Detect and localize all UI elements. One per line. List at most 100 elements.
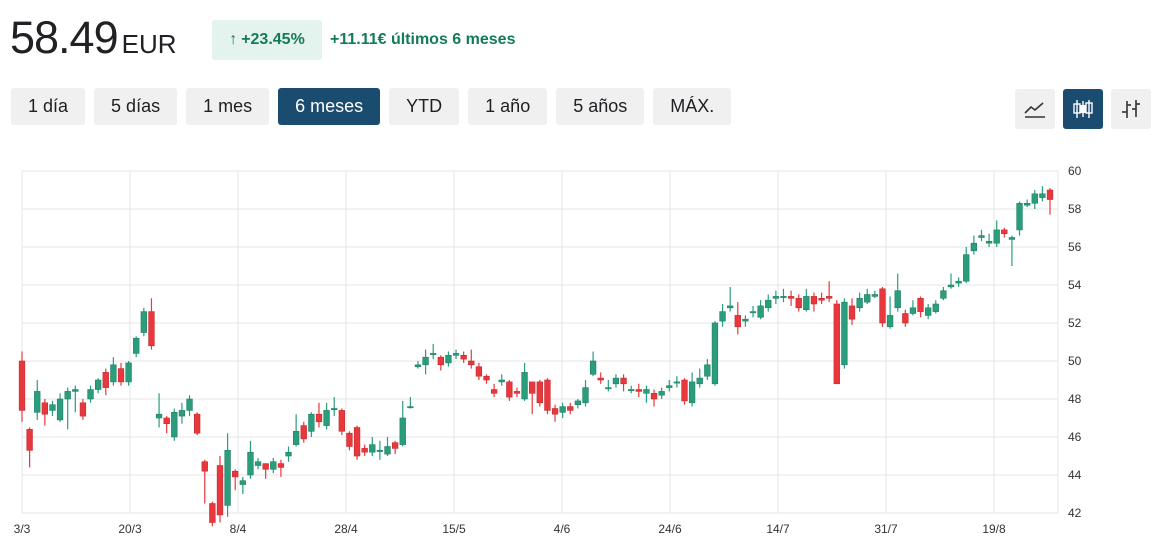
y-tick-label: 46 [1068, 430, 1082, 444]
candle-body [437, 356, 444, 366]
line-chart-button[interactable] [1015, 89, 1055, 129]
candle [650, 389, 658, 407]
x-tick-label: 3/3 [14, 522, 31, 536]
candle [26, 427, 33, 468]
candle-body [422, 356, 429, 366]
candle-body [856, 298, 863, 309]
x-tick-label: 14/7 [766, 522, 790, 536]
tab-max[interactable]: MÁX. [653, 88, 732, 125]
candle [970, 235, 978, 255]
candle-body [102, 372, 109, 388]
candle-body [841, 301, 848, 366]
candle [376, 440, 384, 460]
candle-body [171, 412, 178, 438]
candle-body [772, 296, 780, 299]
candle-body [376, 449, 384, 452]
candle-body [254, 461, 262, 466]
tab-1-ano[interactable]: 1 año [468, 88, 548, 125]
candle [582, 380, 589, 407]
candle [688, 372, 696, 407]
candle-body [833, 303, 840, 385]
candle [34, 380, 41, 420]
candle-body [56, 398, 64, 421]
candle-body [262, 463, 269, 470]
candle [902, 309, 909, 327]
candle-body [551, 408, 559, 415]
candle [513, 387, 521, 398]
candle [658, 387, 665, 399]
candle [216, 456, 224, 523]
tab-ytd[interactable]: YTD [389, 88, 460, 125]
candle-body [285, 451, 292, 457]
y-tick-label: 58 [1068, 202, 1082, 216]
candle-body [308, 413, 315, 432]
candle [1001, 228, 1008, 238]
candle-body [666, 385, 673, 388]
tab-5-dias[interactable]: 5 días [94, 88, 178, 125]
candle [1039, 186, 1046, 202]
candle-body [643, 389, 650, 394]
candle [422, 349, 429, 375]
tab-6-meses[interactable]: 6 meses [278, 88, 381, 125]
candle [232, 469, 239, 491]
candle [749, 305, 757, 318]
candle-body [1001, 229, 1008, 235]
candle [940, 286, 947, 301]
candle-body [353, 427, 361, 457]
candlestick-chart: 42 44 46 48 50 52 54 56 58 60 3/3 20/3 8/4 28/4 15/5 4… [14, 164, 1082, 536]
candle [521, 362, 528, 401]
candle [94, 378, 102, 394]
candle [635, 383, 642, 398]
candle [498, 374, 505, 386]
candle [430, 343, 437, 360]
candle-body [34, 391, 41, 413]
candle-body [338, 410, 345, 432]
candle-body [94, 379, 102, 390]
candle [985, 233, 993, 247]
candle [178, 402, 186, 424]
candle-body [963, 254, 970, 282]
candle [445, 351, 452, 367]
candle-body [407, 406, 414, 409]
candle-body [513, 391, 521, 394]
x-tick-label: 15/5 [442, 522, 466, 536]
candle-body [894, 290, 901, 309]
candle [772, 290, 780, 304]
candle-body [727, 305, 734, 309]
candle [1008, 235, 1016, 266]
candle-body [925, 307, 932, 316]
candle-body [567, 406, 574, 411]
candle-body [574, 400, 582, 405]
ohlc-bar-button[interactable] [1111, 89, 1151, 129]
candle [72, 385, 79, 413]
candlestick-icon [1073, 100, 1093, 118]
current-price: 58.49 [10, 12, 119, 63]
candle-body [917, 298, 924, 312]
candle-body [452, 353, 460, 356]
tab-1-mes[interactable]: 1 mes [186, 88, 270, 125]
candle [224, 433, 231, 517]
candle-body [589, 360, 597, 375]
candle-body [270, 461, 277, 470]
candlestick-button[interactable] [1063, 89, 1103, 129]
candle [666, 380, 673, 392]
tab-5-anos[interactable]: 5 años [556, 88, 645, 125]
candle [186, 395, 193, 417]
candle-body [932, 303, 939, 312]
candle-body [544, 379, 551, 411]
candle-body [970, 242, 978, 252]
candle-body [163, 417, 170, 424]
candle [391, 440, 399, 455]
candle-body [864, 294, 871, 303]
candle-body [1046, 189, 1054, 200]
tab-1-dia[interactable]: 1 día [11, 88, 86, 125]
candle [193, 412, 201, 436]
candle-body [323, 410, 330, 426]
candle [559, 402, 566, 418]
y-tick-label: 48 [1068, 392, 1082, 406]
candle [79, 399, 87, 420]
candle-body [468, 360, 475, 366]
candle-body [985, 241, 993, 244]
candle-body [414, 364, 422, 368]
candle [353, 425, 361, 460]
